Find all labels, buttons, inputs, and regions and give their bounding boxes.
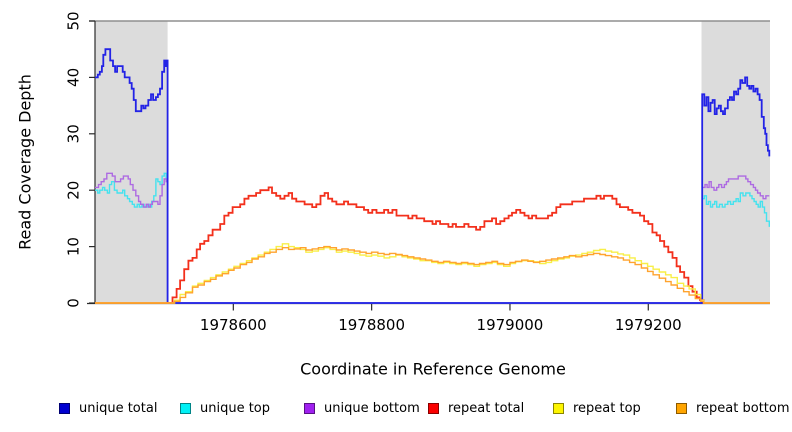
x-tick-label: 1979200: [615, 316, 682, 334]
legend-label-repeat-total: repeat total: [448, 400, 525, 416]
legend-swatch-repeat-total: [428, 402, 439, 414]
legend-label-repeat-bottom: repeat bottom: [696, 400, 790, 416]
unique-region-right: [701, 21, 770, 303]
series-line-repeat-bottom: [95, 245, 770, 304]
legend-item-repeat-bottom: repeat bottom: [676, 399, 790, 417]
legend-item-unique-total: unique total: [59, 399, 157, 417]
x-tick-label: 1979000: [477, 316, 544, 334]
legend-item-unique-top: unique top: [180, 399, 270, 417]
unique-region-left: [95, 21, 168, 303]
y-tick-label: 10: [65, 237, 83, 256]
series-line-unique-bottom: [95, 172, 770, 304]
x-axis-title: Coordinate in Reference Genome: [300, 359, 566, 379]
legend-swatch-unique-bottom: [304, 402, 315, 414]
y-tick-label: 20: [65, 181, 83, 200]
legend-swatch-unique-top: [180, 402, 191, 414]
y-axis-title: Read Coverage Depth: [15, 74, 35, 250]
legend-label-repeat-top: repeat top: [573, 400, 641, 416]
series-line-unique-total: [95, 48, 771, 304]
legend-item-repeat-total: repeat total: [428, 399, 524, 417]
coverage-plot: 0 10 20 30 40 50 1978600 1978800 1979000 1979200: [65, 11, 771, 334]
x-tick-label: 1978800: [338, 316, 405, 334]
series-line-unique-top: [95, 172, 770, 304]
legend-label-unique-bottom: unique bottom: [324, 400, 420, 416]
series-line-repeat-total: [95, 186, 770, 304]
legend: unique total unique top unique bottom repea…: [0, 399, 792, 419]
legend-item-repeat-top: repeat top: [553, 399, 641, 417]
y-tick-label: 0: [65, 298, 83, 308]
legend-label-unique-total: unique total: [79, 400, 158, 416]
legend-swatch-unique-total: [59, 402, 70, 414]
legend-swatch-repeat-bottom: [676, 402, 687, 414]
y-tick-label: 30: [65, 124, 83, 143]
legend-label-unique-top: unique top: [200, 400, 271, 416]
legend-item-unique-bottom: unique bottom: [304, 399, 420, 417]
y-tick-label: 40: [65, 68, 83, 87]
y-tick-label: 50: [65, 11, 83, 30]
legend-swatch-repeat-top: [553, 402, 564, 414]
x-tick-label: 1978600: [200, 316, 267, 334]
